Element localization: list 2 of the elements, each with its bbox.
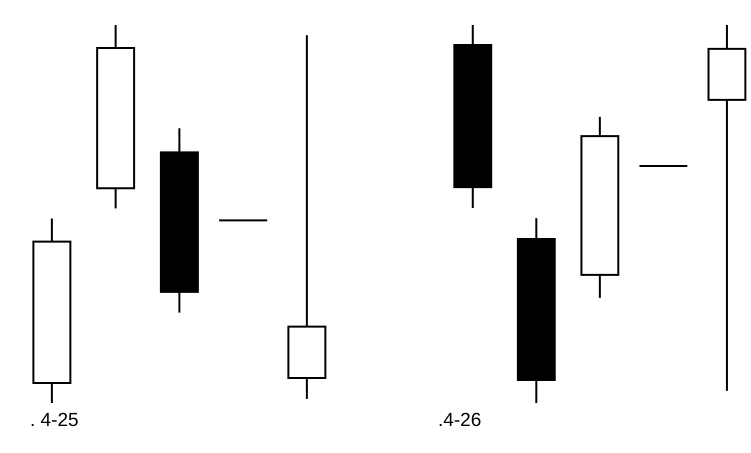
text: .4-26 <box>438 410 482 432</box>
text: . 4-25 <box>30 410 79 432</box>
